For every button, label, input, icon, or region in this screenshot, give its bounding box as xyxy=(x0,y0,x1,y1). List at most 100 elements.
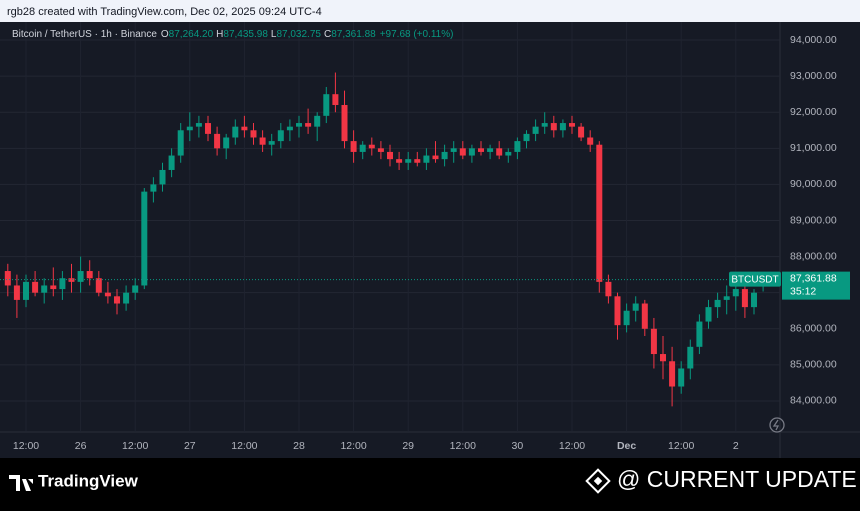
candle-body xyxy=(241,126,248,131)
x-tick-label: 30 xyxy=(512,440,524,452)
candle-body xyxy=(232,126,239,138)
last-price-label: 87,361.88 xyxy=(790,272,837,284)
candle-body xyxy=(441,151,448,160)
candle-body xyxy=(59,278,66,290)
x-tick-label: 12:00 xyxy=(13,440,39,452)
candle-body xyxy=(705,307,712,322)
candle-body xyxy=(569,123,575,127)
candle-body xyxy=(723,296,730,300)
candle-body xyxy=(678,368,685,387)
candle-body xyxy=(186,126,193,131)
candle-body xyxy=(168,155,175,170)
candle-body xyxy=(323,94,330,116)
brand-logo xyxy=(9,475,33,491)
candle-body xyxy=(377,148,384,152)
candle-body xyxy=(114,296,120,304)
x-tick-label: 12:00 xyxy=(231,440,257,452)
ohlc-key: C xyxy=(324,29,331,40)
candle-body xyxy=(77,271,84,282)
candle-body xyxy=(332,94,339,106)
candle-body xyxy=(405,159,412,163)
candle-body xyxy=(341,105,348,142)
y-tick-label: 91,000.00 xyxy=(790,142,837,154)
candle-body xyxy=(195,123,202,127)
timezone-icon-bolt xyxy=(772,419,780,431)
candle-body xyxy=(450,148,457,152)
candle-body xyxy=(387,151,393,160)
y-tick-label: 90,000.00 xyxy=(790,178,837,190)
y-tick-label: 88,000.00 xyxy=(790,250,837,262)
candle-body xyxy=(578,126,585,138)
candle-body xyxy=(459,148,466,156)
candle-body xyxy=(669,361,676,387)
candle-body xyxy=(687,346,694,369)
candle-body xyxy=(478,148,484,152)
candle-body xyxy=(751,292,757,308)
candle-body xyxy=(314,115,321,127)
candle-body xyxy=(468,148,475,156)
candle-body xyxy=(660,354,666,362)
timezone-icon xyxy=(769,417,785,433)
ohlc-value: 87,361.88 xyxy=(331,29,376,40)
candle-body xyxy=(350,141,357,152)
ticker-label: BTCUSDT xyxy=(731,274,778,285)
y-tick-label: 84,000.00 xyxy=(790,395,837,407)
candles xyxy=(0,72,780,407)
candle-body xyxy=(159,169,166,185)
watermark: @ CURRENT UPDATE xyxy=(617,466,857,492)
candle-body xyxy=(223,137,230,149)
y-tick-label: 94,000.00 xyxy=(790,34,837,46)
candle-body xyxy=(432,155,439,160)
plot-background xyxy=(0,22,860,458)
y-tick-label: 85,000.00 xyxy=(790,359,837,371)
brand: TradingView xyxy=(38,471,139,490)
candle-body xyxy=(541,123,548,127)
y-tick-label: 93,000.00 xyxy=(790,70,837,82)
candle-body xyxy=(296,123,302,127)
x-tick-label: 12:00 xyxy=(122,440,148,452)
candle-body xyxy=(150,184,157,192)
candle-body xyxy=(13,285,20,300)
candle-body xyxy=(259,137,266,145)
candle-body xyxy=(368,144,375,149)
candle-body xyxy=(396,159,403,163)
candle-body xyxy=(286,126,293,131)
x-tick-label: 12:00 xyxy=(559,440,585,452)
change: +97.68 (+0.11%) xyxy=(380,29,454,40)
candle-body xyxy=(104,292,111,297)
x-tick-label: 12:00 xyxy=(450,440,476,452)
candle-body xyxy=(123,292,130,304)
x-tick-label: 2 xyxy=(733,440,739,452)
candle-body xyxy=(559,123,566,131)
ticker-badge xyxy=(729,271,781,287)
candle-body xyxy=(632,303,639,311)
candle-body xyxy=(32,281,39,293)
candle-body xyxy=(732,289,739,297)
x-tick-label: Dec xyxy=(617,440,636,452)
candle-body xyxy=(68,278,75,282)
candle-body xyxy=(423,155,430,163)
candle-body xyxy=(95,278,102,293)
candle-body xyxy=(250,130,257,138)
x-tick-label: 29 xyxy=(402,440,414,452)
legend: Bitcoin / TetherUS · 1h · Binance O87,264… xyxy=(12,29,453,40)
y-tick-label: 86,000.00 xyxy=(790,323,837,335)
candle-body xyxy=(596,144,603,282)
candle-body xyxy=(141,191,148,286)
candle-body xyxy=(741,289,748,308)
candle-body xyxy=(305,123,312,127)
footer xyxy=(0,458,860,506)
candle-body xyxy=(50,285,57,290)
candle-body xyxy=(641,303,648,329)
candle-body xyxy=(623,310,630,326)
candle-body xyxy=(496,148,503,156)
x-tick-label: 27 xyxy=(184,440,196,452)
labels: 84,000.0085,000.0086,000.0087,000.0088,0… xyxy=(13,34,850,452)
candle-body xyxy=(714,299,721,308)
caption: rgb28 created with TradingView.com, Dec … xyxy=(7,6,322,18)
candle-body xyxy=(696,321,703,347)
candle-body xyxy=(23,281,29,300)
candle-body xyxy=(514,141,521,152)
ohlc-value: 87,435.98 xyxy=(223,29,268,40)
